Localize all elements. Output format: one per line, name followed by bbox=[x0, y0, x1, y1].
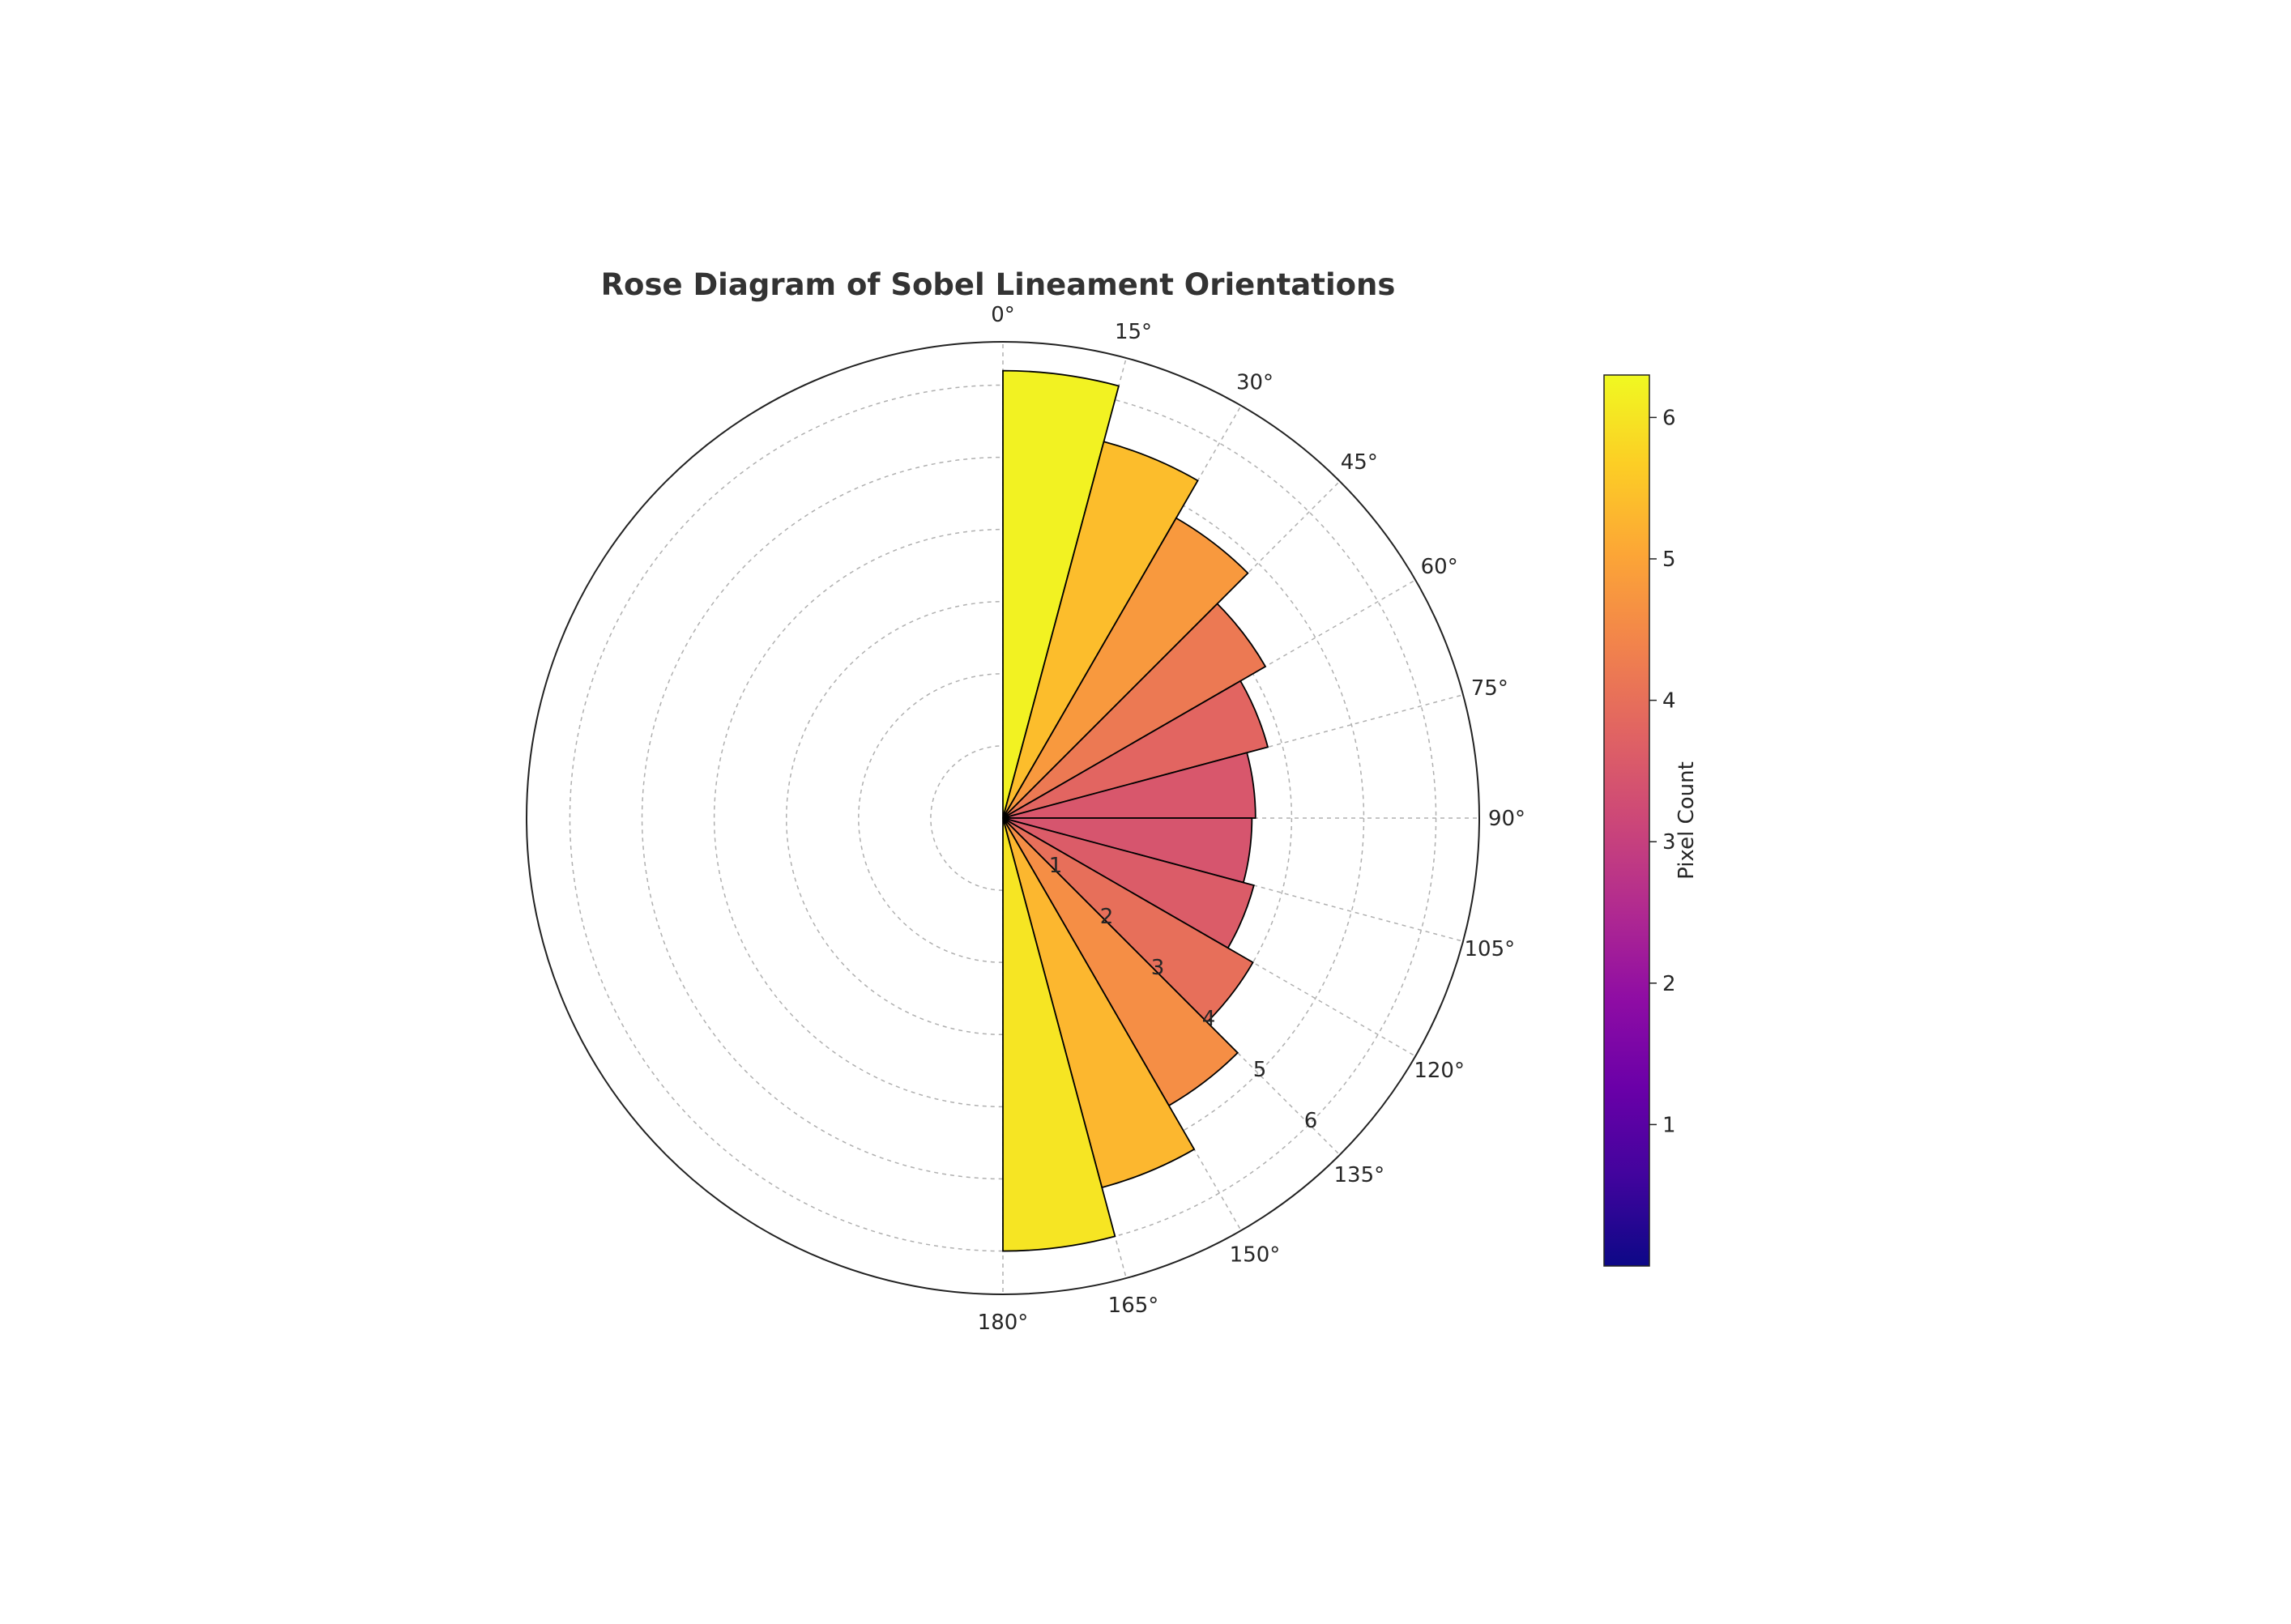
rose-bar-5 bbox=[1002, 680, 1269, 819]
colorbar: 1 2 3 4 5 6 Pixel Count bbox=[1603, 374, 1699, 1267]
theta-tick-label: 105° bbox=[1464, 937, 1515, 961]
rose-bar-12 bbox=[1002, 817, 1116, 1252]
colorbar-tick-label: 1 bbox=[1662, 1113, 1676, 1137]
colorbar-tick-label: 5 bbox=[1662, 548, 1676, 572]
radial-tick-label: 3 bbox=[1151, 956, 1165, 980]
theta-tick-label: 120° bbox=[1414, 1059, 1465, 1083]
theta-tick-label: 135° bbox=[1334, 1163, 1385, 1187]
rose-bar-2 bbox=[1002, 441, 1199, 819]
rose-bars bbox=[1002, 369, 1269, 1252]
radial-tick-label: 2 bbox=[1100, 905, 1114, 929]
grid-circle-5 bbox=[641, 456, 1365, 1180]
radial-tick-labels: 1 2 3 4 5 6 bbox=[1049, 854, 1318, 1133]
radial-tick-label: 1 bbox=[1049, 854, 1063, 878]
polar-axis bbox=[526, 341, 1480, 1295]
radial-tick-label: 4 bbox=[1202, 1007, 1216, 1031]
theta-tick-label: 60° bbox=[1421, 555, 1458, 579]
radial-tick-label: 6 bbox=[1304, 1109, 1318, 1133]
theta-tick-label: 15° bbox=[1115, 320, 1152, 344]
radial-tick-label: 5 bbox=[1253, 1058, 1267, 1082]
colorbar-tick-label: 3 bbox=[1662, 830, 1676, 855]
theta-tick-label: 45° bbox=[1341, 450, 1378, 475]
theta-tick-label: 150° bbox=[1230, 1243, 1281, 1268]
theta-tick-label: 75° bbox=[1471, 676, 1508, 701]
theta-tick-label: 0° bbox=[991, 303, 1015, 327]
rose-bar-6 bbox=[1002, 752, 1256, 819]
theta-tick-labels: 0° 15° 30° 45° 60° 75° 90° 105° 120° 135° 150° 165°… bbox=[978, 303, 1525, 1335]
colorbar-tick-label: 2 bbox=[1662, 972, 1676, 996]
rose-bar-4 bbox=[1002, 603, 1267, 819]
grid-circle-4 bbox=[713, 528, 1293, 1108]
rose-bar-1 bbox=[1002, 369, 1120, 819]
theta-tick-label: 180° bbox=[978, 1311, 1029, 1335]
polar-outer-circle bbox=[526, 341, 1480, 1295]
chart-title: Rose Diagram of Sobel Lineament Orientat… bbox=[601, 267, 1396, 302]
colorbar-tick-label: 6 bbox=[1662, 406, 1676, 430]
colorbar-tick-label: 4 bbox=[1662, 689, 1676, 714]
colorbar-gradient bbox=[1603, 374, 1650, 1267]
colorbar-ticks: 1 2 3 4 5 6 bbox=[1649, 406, 1676, 1137]
theta-tick-label: 30° bbox=[1236, 370, 1273, 394]
theta-tick-label: 90° bbox=[1488, 807, 1525, 831]
theta-tick-label: 165° bbox=[1108, 1294, 1159, 1318]
rose-bar-3 bbox=[1002, 517, 1249, 819]
colorbar-label: Pixel Count bbox=[1675, 761, 1699, 880]
